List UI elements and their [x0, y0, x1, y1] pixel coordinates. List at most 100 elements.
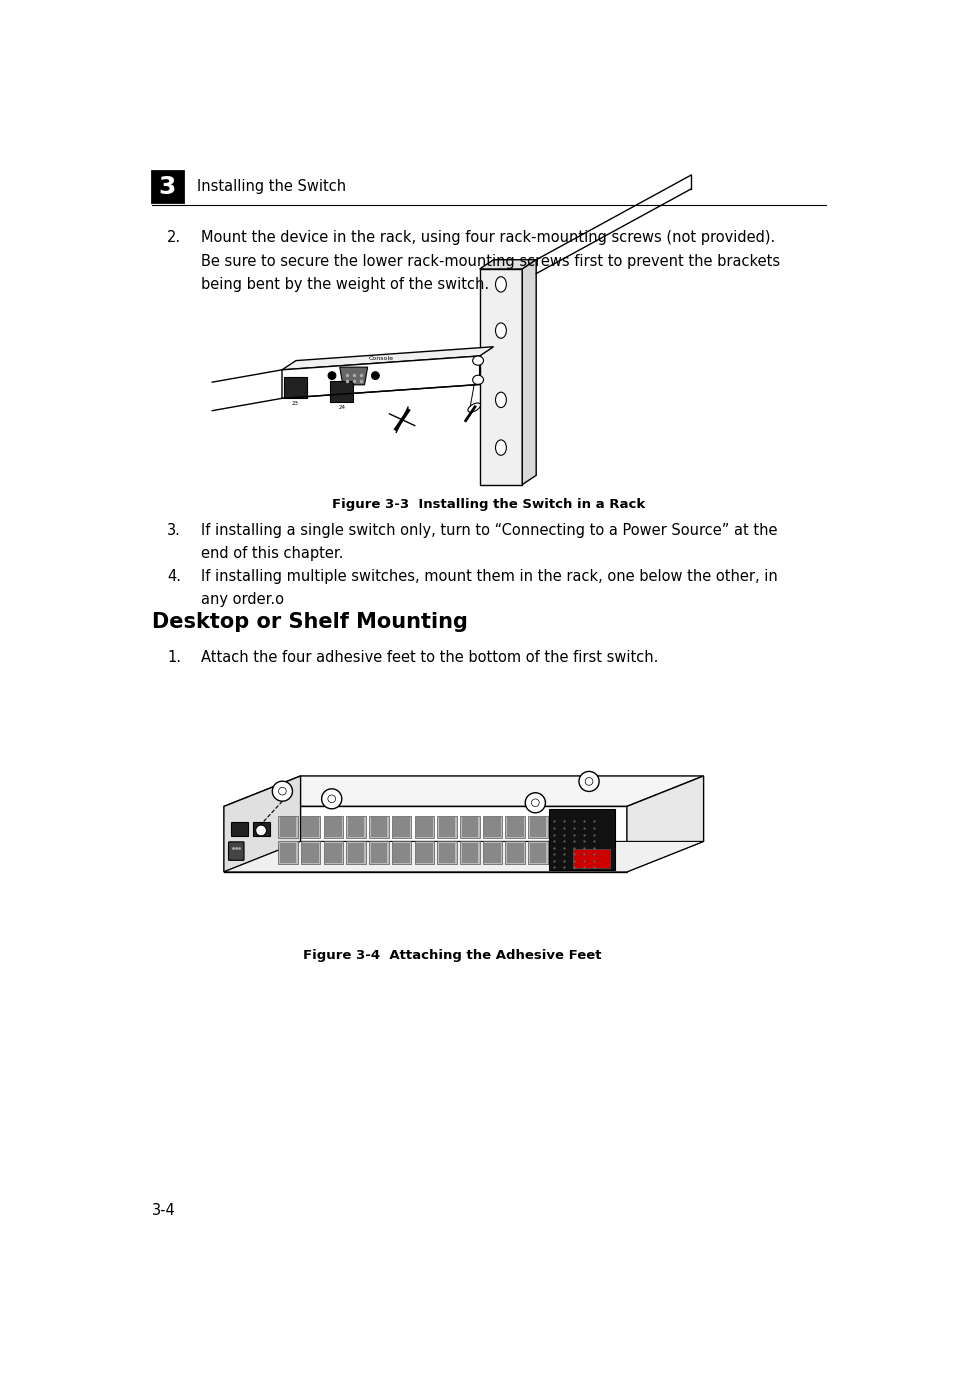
Polygon shape — [459, 816, 479, 838]
Circle shape — [328, 372, 335, 379]
Polygon shape — [482, 816, 502, 838]
Polygon shape — [436, 841, 456, 865]
Text: being bent by the weight of the switch.: being bent by the weight of the switch. — [200, 276, 488, 291]
Polygon shape — [459, 841, 479, 865]
Polygon shape — [479, 269, 521, 484]
Text: 2.: 2. — [167, 230, 181, 246]
Text: If installing a single switch only, turn to “Connecting to a Power Source” at th: If installing a single switch only, turn… — [200, 523, 777, 539]
Circle shape — [255, 824, 266, 836]
Polygon shape — [348, 818, 364, 837]
Text: Figure 3-3  Installing the Switch in a Rack: Figure 3-3 Installing the Switch in a Ra… — [332, 498, 645, 511]
Polygon shape — [528, 841, 547, 865]
Polygon shape — [339, 368, 367, 384]
Polygon shape — [282, 355, 479, 398]
Circle shape — [578, 772, 598, 791]
Polygon shape — [224, 776, 703, 806]
Bar — [152, 171, 183, 203]
Polygon shape — [416, 818, 432, 837]
Text: any order.o: any order.o — [200, 593, 283, 608]
Polygon shape — [482, 841, 502, 865]
Ellipse shape — [467, 403, 480, 412]
Ellipse shape — [472, 375, 483, 384]
Polygon shape — [528, 816, 547, 838]
Text: 1.: 1. — [167, 650, 181, 665]
Polygon shape — [506, 818, 523, 837]
Polygon shape — [393, 818, 410, 837]
Text: Be sure to secure the lower rack-mounting screws first to prevent the brackets: Be sure to secure the lower rack-mountin… — [200, 254, 779, 268]
Polygon shape — [278, 816, 297, 838]
FancyBboxPatch shape — [253, 822, 270, 836]
Polygon shape — [484, 843, 500, 862]
Circle shape — [278, 787, 286, 795]
Polygon shape — [505, 841, 524, 865]
Text: Console: Console — [368, 357, 393, 361]
Text: Attach the four adhesive feet to the bottom of the first switch.: Attach the four adhesive feet to the bot… — [200, 650, 658, 665]
Circle shape — [584, 777, 593, 786]
Circle shape — [531, 799, 538, 806]
Polygon shape — [224, 806, 626, 872]
Text: Mount the device in the rack, using four rack-mounting screws (not provided).: Mount the device in the rack, using four… — [200, 230, 774, 246]
Polygon shape — [279, 843, 295, 862]
Ellipse shape — [495, 276, 506, 291]
FancyBboxPatch shape — [330, 380, 353, 403]
Polygon shape — [529, 818, 546, 837]
Text: Installing the Switch: Installing the Switch — [196, 179, 346, 194]
Ellipse shape — [495, 393, 506, 408]
Polygon shape — [505, 816, 524, 838]
Polygon shape — [278, 841, 297, 865]
Polygon shape — [300, 841, 320, 865]
Polygon shape — [300, 816, 320, 838]
Polygon shape — [346, 841, 366, 865]
Ellipse shape — [495, 440, 506, 455]
Text: 3-4: 3-4 — [152, 1203, 175, 1219]
Circle shape — [328, 795, 335, 802]
Polygon shape — [348, 843, 364, 862]
Polygon shape — [346, 816, 366, 838]
Polygon shape — [506, 843, 523, 862]
Text: 23: 23 — [292, 401, 298, 407]
FancyBboxPatch shape — [283, 376, 307, 398]
Text: Desktop or Shelf Mounting: Desktop or Shelf Mounting — [152, 612, 467, 632]
Polygon shape — [392, 841, 411, 865]
Polygon shape — [438, 818, 455, 837]
Ellipse shape — [495, 323, 506, 339]
Text: 4.: 4. — [167, 569, 181, 584]
Polygon shape — [325, 818, 341, 837]
Polygon shape — [626, 776, 703, 872]
Polygon shape — [479, 260, 536, 269]
Text: end of this chapter.: end of this chapter. — [200, 545, 343, 561]
Polygon shape — [393, 843, 410, 862]
Polygon shape — [415, 816, 434, 838]
Polygon shape — [323, 816, 343, 838]
Polygon shape — [521, 260, 536, 484]
Text: Figure 3-4  Attaching the Adhesive Feet: Figure 3-4 Attaching the Adhesive Feet — [303, 949, 601, 962]
Polygon shape — [325, 843, 341, 862]
Polygon shape — [415, 841, 434, 865]
Polygon shape — [302, 843, 318, 862]
Text: 3: 3 — [158, 175, 175, 198]
Ellipse shape — [472, 355, 483, 365]
Circle shape — [371, 372, 379, 379]
FancyBboxPatch shape — [572, 849, 609, 868]
Text: If installing multiple switches, mount them in the rack, one below the other, in: If installing multiple switches, mount t… — [200, 569, 777, 584]
Polygon shape — [549, 809, 615, 869]
FancyBboxPatch shape — [231, 822, 248, 836]
Polygon shape — [416, 843, 432, 862]
Circle shape — [525, 793, 545, 813]
Polygon shape — [369, 816, 388, 838]
Polygon shape — [392, 816, 411, 838]
Text: 24: 24 — [337, 405, 345, 411]
Polygon shape — [461, 818, 477, 837]
Polygon shape — [370, 818, 387, 837]
Polygon shape — [224, 776, 300, 872]
Circle shape — [321, 788, 341, 809]
Polygon shape — [461, 843, 477, 862]
Polygon shape — [369, 841, 388, 865]
Polygon shape — [282, 347, 493, 369]
FancyBboxPatch shape — [229, 843, 244, 861]
Polygon shape — [438, 843, 455, 862]
Polygon shape — [323, 841, 343, 865]
Polygon shape — [484, 818, 500, 837]
Polygon shape — [302, 818, 318, 837]
Polygon shape — [279, 818, 295, 837]
